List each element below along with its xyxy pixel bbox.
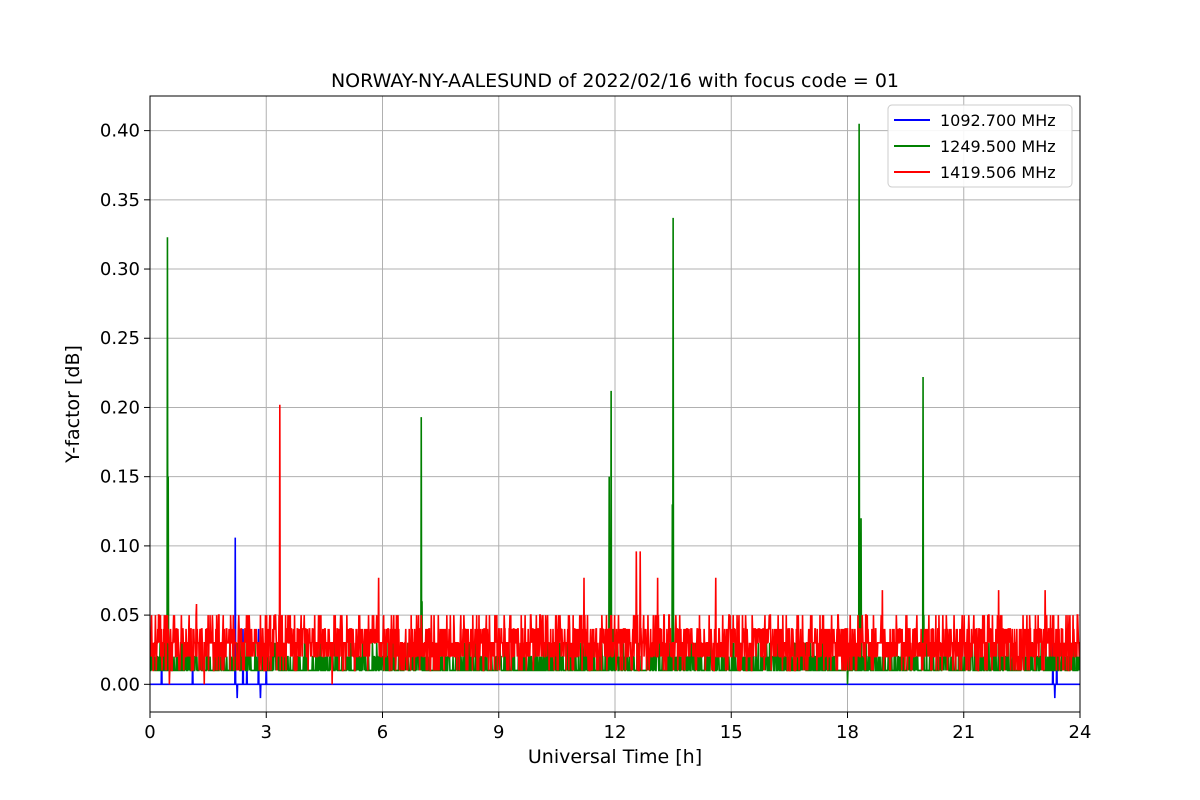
legend-box [887,104,1073,188]
x-axis-label: Universal Time [h] [528,746,702,768]
y-axis-label: Y-factor [dB] [62,345,84,464]
plot-area [150,123,1080,699]
x-axis: 0 3 6 9 12 15 18 21 24 [144,712,1091,743]
y-tick-label: 0.40 [100,121,140,142]
chart-title: NORWAY-NY-AALESUND of 2022/02/16 with fo… [331,70,899,92]
x-tick-label: 3 [261,722,272,743]
series-line [150,404,1080,685]
y-tick-label: 0.00 [100,674,140,695]
x-tick-label: 21 [952,722,975,743]
y-tick-label: 0.20 [100,397,140,418]
y-tick-label: 0.10 [100,536,140,557]
y-tick-label: 0.15 [100,467,140,488]
x-tick-label: 15 [720,722,743,743]
x-tick-label: 0 [144,722,155,743]
x-tick-label: 6 [377,722,388,743]
y-tick-label: 0.25 [100,328,140,349]
series-1 [150,123,1080,685]
series-line [150,123,1080,685]
x-tick-label: 18 [836,722,859,743]
series-2 [150,404,1080,685]
y-tick-label: 0.30 [100,259,140,280]
legend-label: 1249.500 MHz [940,137,1056,156]
series-line [150,537,1080,699]
legend: 1092.700 MHz 1249.500 MHz 1419.506 MHz [887,104,1073,188]
y-tick-label: 0.05 [100,605,140,626]
legend-label: 1092.700 MHz [940,111,1056,130]
y-tick-label: 0.35 [100,190,140,211]
x-tick-label: 12 [604,722,627,743]
y-axis: 0.00 0.05 0.10 0.15 0.20 0.25 0.30 0.35 0.40 [100,121,150,695]
x-tick-label: 24 [1069,722,1092,743]
x-tick-label: 9 [493,722,504,743]
legend-label: 1419.506 MHz [940,163,1056,182]
